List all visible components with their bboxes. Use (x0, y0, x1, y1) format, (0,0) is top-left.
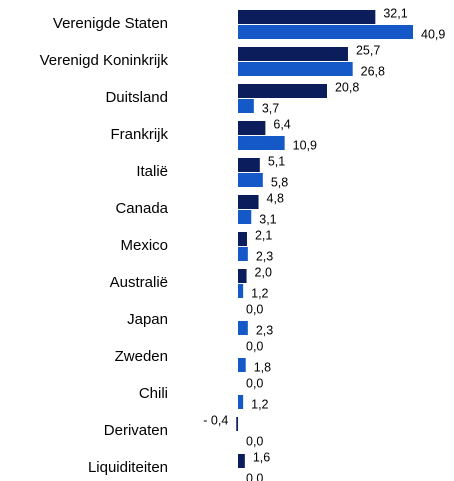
value-label: 0,0 (246, 376, 263, 390)
bar (238, 210, 252, 224)
category-label: Australië (110, 274, 168, 291)
category-label: Mexico (120, 237, 168, 254)
value-label: 5,8 (271, 175, 288, 189)
value-label: 26,8 (361, 64, 385, 78)
bar (238, 321, 248, 335)
bar (238, 395, 244, 409)
category-label: Frankrijk (110, 126, 168, 143)
bar (238, 232, 247, 246)
bar (238, 136, 285, 150)
bar (238, 121, 266, 135)
value-label: 2,3 (256, 323, 273, 337)
value-label: 1,2 (251, 397, 268, 411)
bar (238, 158, 260, 172)
bar (238, 99, 254, 113)
value-label: 2,3 (256, 249, 273, 263)
category-label: Verenigde Staten (53, 15, 168, 32)
bar (238, 358, 246, 372)
value-label: 1,2 (251, 286, 268, 300)
bar (238, 454, 245, 468)
bar (238, 284, 244, 298)
bar (238, 173, 263, 187)
bar (236, 417, 238, 431)
bar (238, 247, 248, 261)
value-label: 40,9 (421, 27, 445, 41)
category-label: Zweden (115, 348, 168, 365)
value-label: 10,9 (293, 138, 317, 152)
value-label: 5,1 (268, 154, 285, 168)
value-label: 25,7 (356, 43, 380, 57)
category-label: Chili (139, 385, 168, 402)
value-label: 3,7 (262, 101, 279, 115)
bar (238, 269, 247, 283)
category-label: Canada (115, 200, 168, 217)
value-label: 1,8 (254, 360, 271, 374)
bar (238, 195, 259, 209)
value-label: 2,0 (255, 265, 272, 279)
value-label: 4,8 (267, 191, 284, 205)
value-label: 0,0 (246, 339, 263, 353)
bar (238, 47, 348, 61)
value-label: 6,4 (273, 117, 290, 131)
category-label: Italië (136, 163, 168, 180)
bar (238, 84, 327, 98)
value-label: 0,0 (246, 302, 263, 316)
category-label: Liquiditeiten (88, 459, 168, 476)
category-label: Verenigd Koninkrijk (40, 52, 169, 69)
value-label: 32,1 (383, 6, 407, 20)
bar (238, 25, 413, 39)
value-label: 3,1 (259, 212, 276, 226)
category-label: Derivaten (104, 422, 168, 439)
bar (238, 62, 353, 76)
value-label: 0,0 (246, 471, 263, 481)
bar (238, 10, 376, 24)
value-label: 0,0 (246, 434, 263, 448)
value-label: - 0,4 (203, 413, 228, 427)
category-label: Japan (127, 311, 168, 328)
category-label: Duitsland (105, 89, 168, 106)
value-label: 20,8 (335, 80, 359, 94)
value-label: 2,1 (255, 228, 272, 242)
value-label: 1,6 (253, 450, 270, 464)
